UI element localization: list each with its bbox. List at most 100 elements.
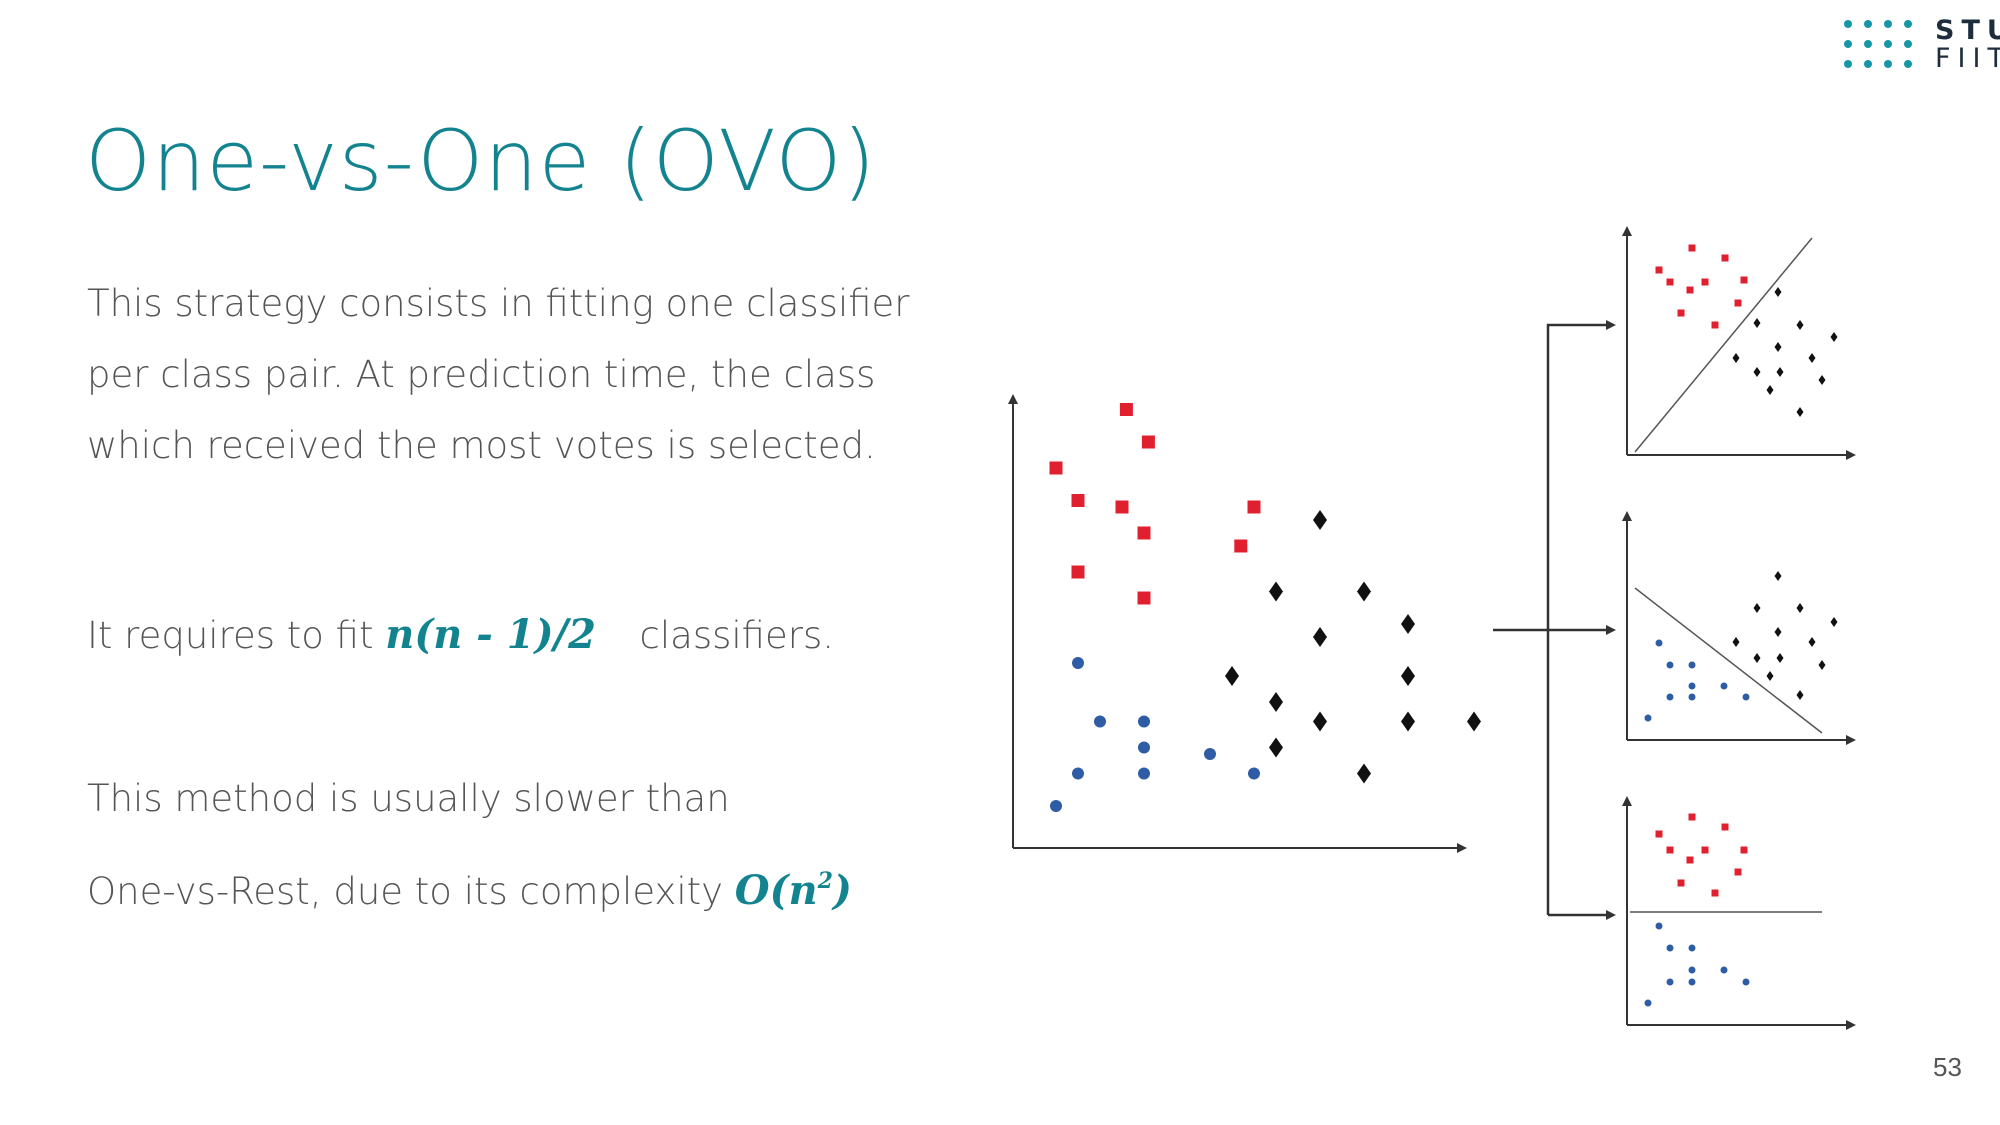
- logo-text-top: STU: [1935, 15, 2000, 46]
- class-diamond-point: [1776, 653, 1784, 663]
- class-square-point: [1688, 813, 1696, 821]
- formula-complexity: O(n2): [735, 867, 852, 914]
- arrow-head: [1846, 735, 1856, 745]
- paragraph-3-line1: This method is usually slower than: [87, 777, 730, 820]
- class-square-point: [1071, 494, 1085, 507]
- class-circle-point: [1720, 966, 1728, 974]
- paragraph-classifier-count: It requires to fit n(n - 1)/2 classifier…: [87, 610, 834, 661]
- class-diamond-point: [1774, 627, 1782, 637]
- class-diamond-point: [1732, 353, 1740, 363]
- class-diamond-point: [1753, 367, 1761, 377]
- complexity-base: O(n: [734, 867, 818, 914]
- class-diamond-point: [1753, 603, 1761, 613]
- class-square-point: [1740, 276, 1748, 284]
- class-circle-point: [1138, 767, 1150, 780]
- class-diamond-point: [1753, 318, 1761, 328]
- class-diamond-point: [1225, 666, 1239, 686]
- slide-title: One-vs-One (OVO): [85, 112, 877, 210]
- logo-dot: [1904, 20, 1912, 28]
- logo-dot: [1844, 60, 1852, 68]
- complexity-exponent: 2: [817, 868, 833, 894]
- paragraph-2-before: It requires to fit: [87, 614, 374, 657]
- class-square-point: [1686, 856, 1694, 864]
- class-square-point: [1688, 244, 1696, 252]
- class-square-point: [1666, 278, 1674, 286]
- logo-text-bottom: FIIT: [1935, 43, 2000, 74]
- class-diamond-point: [1830, 617, 1838, 627]
- logo-dot: [1864, 40, 1872, 48]
- class-diamond-point: [1313, 510, 1327, 530]
- class-circle-point: [1204, 748, 1216, 760]
- class-diamond-point: [1467, 711, 1481, 732]
- class-square-point: [1701, 846, 1709, 854]
- class-square-point: [1734, 299, 1742, 307]
- class-square-point: [1137, 526, 1151, 540]
- logo-dot: [1904, 60, 1912, 68]
- class-diamond-point: [1796, 407, 1804, 417]
- class-diamond-point: [1796, 603, 1804, 613]
- class-diamond-point: [1774, 287, 1782, 297]
- complexity-close: ): [832, 867, 852, 914]
- class-diamond-point: [1313, 711, 1327, 732]
- class-circle-point: [1742, 978, 1750, 986]
- class-circle-point: [1248, 767, 1260, 780]
- arrow-head: [1846, 450, 1856, 460]
- class-diamond-point: [1357, 581, 1371, 602]
- class-square-point: [1711, 321, 1719, 329]
- class-square-point: [1721, 823, 1729, 831]
- subplot-circles-vs-diamonds: [1622, 511, 1856, 745]
- class-square-point: [1711, 889, 1719, 897]
- page-number: 53: [1933, 1052, 1962, 1082]
- class-diamond-point: [1269, 737, 1283, 758]
- paragraph-3-line2: One-vs-Rest, due to its complexity O(n2): [87, 840, 852, 933]
- class-diamond-point: [1796, 690, 1804, 700]
- class-square-point: [1686, 286, 1694, 294]
- class-diamond-point: [1808, 637, 1816, 647]
- class-diamond-point: [1818, 660, 1826, 670]
- class-diamond-point: [1766, 385, 1774, 395]
- stu-fiit-logo: [1844, 20, 1912, 68]
- class-circle-point: [1072, 657, 1084, 669]
- class-circle-point: [1644, 999, 1652, 1007]
- arrow-head: [1846, 1020, 1856, 1030]
- logo-dot: [1864, 20, 1872, 28]
- class-circle-point: [1666, 978, 1674, 986]
- class-diamond-point: [1401, 711, 1415, 732]
- class-square-point: [1655, 830, 1663, 838]
- class-diamond-point: [1732, 637, 1740, 647]
- class-circle-point: [1072, 767, 1084, 780]
- class-diamond-point: [1766, 671, 1774, 681]
- logo-dot: [1884, 60, 1892, 68]
- class-square-point: [1247, 500, 1261, 514]
- class-diamond-point: [1313, 627, 1327, 647]
- class-diamond-point: [1753, 653, 1761, 663]
- class-circle-point: [1655, 922, 1663, 930]
- class-square-point: [1721, 254, 1729, 262]
- decision-boundary: [1634, 587, 1823, 734]
- class-diamond-point: [1776, 367, 1784, 377]
- class-square-point: [1734, 868, 1742, 876]
- class-square-point: [1137, 591, 1151, 605]
- class-circle-point: [1688, 661, 1696, 669]
- class-diamond-point: [1357, 763, 1371, 784]
- class-square-point: [1655, 266, 1663, 274]
- paragraph-3-line2-text: One-vs-Rest, due to its complexity: [87, 870, 724, 913]
- connector-arrows: [1493, 320, 1616, 920]
- class-square-point: [1141, 435, 1155, 449]
- class-circle-point: [1138, 715, 1150, 728]
- class-diamond-point: [1401, 614, 1415, 634]
- class-square-point: [1740, 846, 1748, 854]
- class-square-point: [1666, 846, 1674, 854]
- formula-classifier-count: n(n - 1)/2: [385, 611, 596, 658]
- class-square-point: [1115, 500, 1129, 514]
- class-square-point: [1071, 565, 1085, 579]
- class-circle-point: [1688, 944, 1696, 952]
- paragraph-2-after: classifiers.: [639, 614, 834, 657]
- class-diamond-point: [1269, 581, 1283, 602]
- arrow-head: [1606, 625, 1616, 635]
- logo-dot: [1864, 60, 1872, 68]
- arrow-head: [1606, 910, 1616, 920]
- class-square-point: [1119, 403, 1133, 416]
- logo-dot: [1844, 40, 1852, 48]
